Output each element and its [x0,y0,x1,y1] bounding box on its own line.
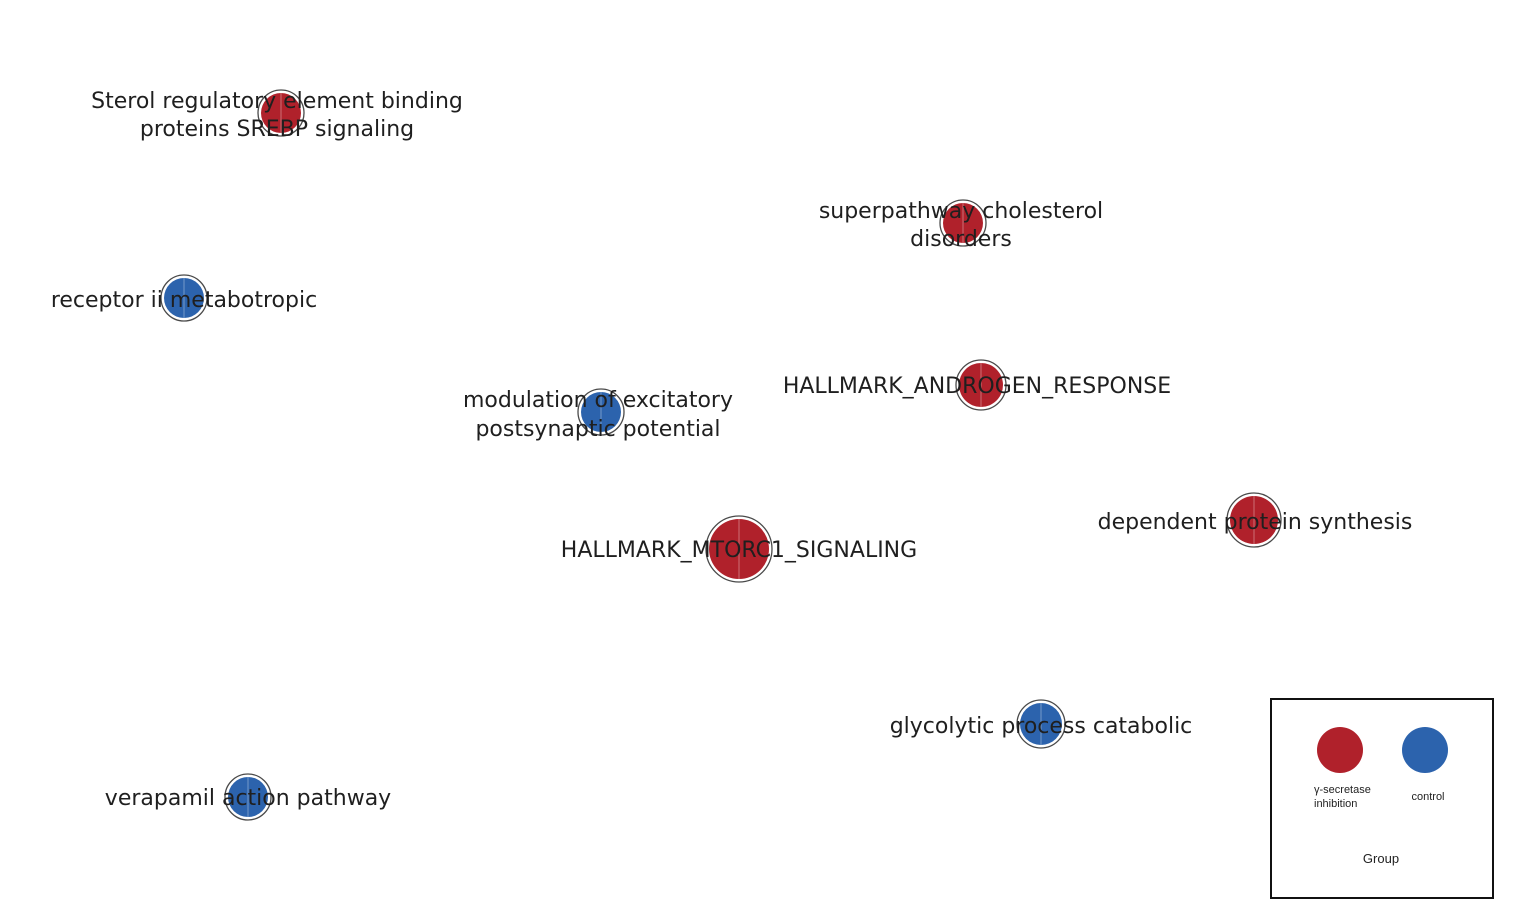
legend-label: γ-secretase [1314,784,1371,796]
node-circle [709,519,769,579]
node-srebp[interactable]: Sterol regulatory element binding protein… [91,89,463,142]
node-glycolytic[interactable]: glycolytic process catabolic [890,699,1193,749]
node-label: HALLMARK_MTORC1_SIGNALING [561,538,917,563]
node-circle [164,278,204,318]
node-circle [228,777,268,817]
legend-item-inhibition: γ-secretase inhibition [1314,727,1371,810]
node-circle [1230,496,1278,544]
node-mtorc1[interactable]: HALLMARK_MTORC1_SIGNALING [561,515,917,583]
legend-box [1270,698,1494,899]
node-label: modulation of excitatory [463,388,733,413]
legend-swatch [1317,727,1363,773]
nodes-layer: Sterol regulatory element binding protein… [51,89,1413,821]
node-receptor[interactable]: receptor ii metabotropic [51,274,317,322]
node-label: disorders [910,227,1012,252]
node-modulation[interactable]: modulation of excitatory postsynaptic pot… [463,388,733,442]
node-label: Sterol regulatory element binding [91,89,463,114]
legend-items: γ-secretase inhibition control [1314,727,1448,810]
node-circle [959,363,1003,407]
node-verapamil[interactable]: verapamil action pathway [105,773,391,821]
node-cholesterol[interactable]: superpathway cholesterol disorders [819,199,1103,252]
node-label: proteins SREBP signaling [140,117,414,142]
node-label: dependent protein synthesis [1098,510,1413,535]
legend-label: inhibition [1314,798,1357,810]
legend-label: control [1411,791,1444,803]
node-circle [581,392,621,432]
node-androgen[interactable]: HALLMARK_ANDROGEN_RESPONSE [783,359,1171,411]
node-label: verapamil action pathway [105,786,391,811]
node-label: superpathway cholesterol [819,199,1103,224]
legend-swatch [1402,727,1448,773]
legend-item-control: control [1402,727,1448,803]
node-label: HALLMARK_ANDROGEN_RESPONSE [783,374,1171,399]
node-protein[interactable]: dependent protein synthesis [1098,492,1413,548]
legend: γ-secretase inhibition control Group [1270,698,1494,899]
node-label: glycolytic process catabolic [890,714,1193,739]
legend-title: Group [1363,851,1399,866]
node-label: postsynaptic potential [475,417,720,442]
node-circle [261,93,301,133]
node-circle [1020,703,1062,745]
node-circle [943,203,983,243]
node-label: receptor ii metabotropic [51,288,317,313]
